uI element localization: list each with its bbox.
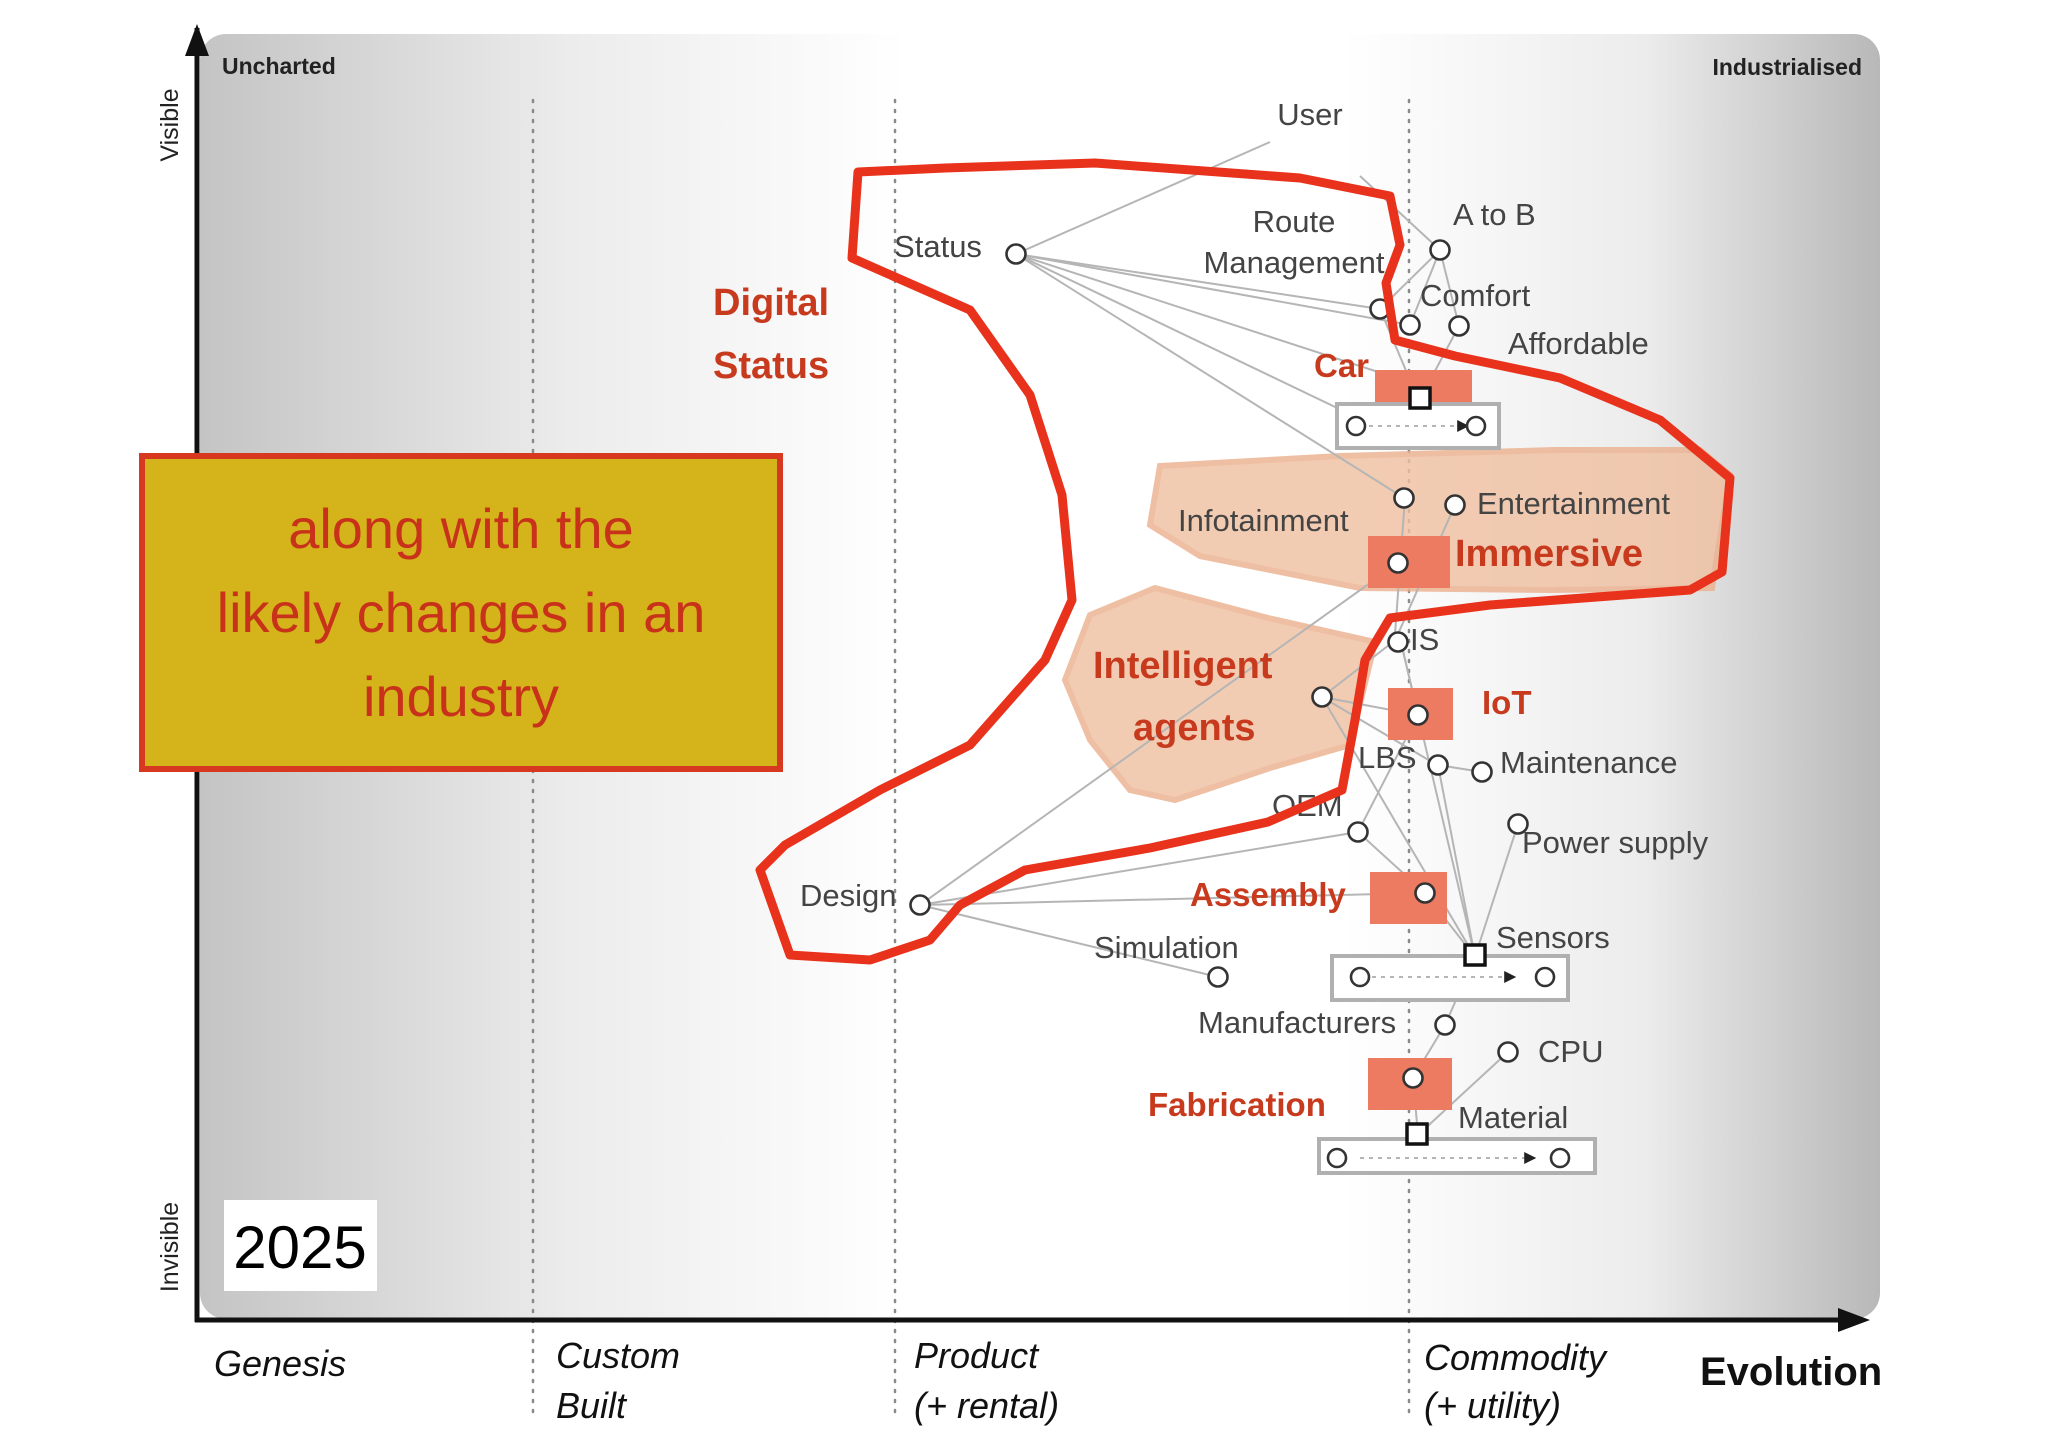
car-evolution-start xyxy=(1345,415,1367,437)
callout-line-1: along with the xyxy=(288,497,634,560)
year-badge xyxy=(224,1200,377,1291)
is-label: IS xyxy=(1410,622,1439,657)
status-label: Status xyxy=(894,229,982,264)
material-evolution-start xyxy=(1326,1147,1348,1169)
car-label: Car xyxy=(1314,347,1369,384)
iot-label: IoT xyxy=(1482,684,1531,721)
intelligent-agents-label-2: agents xyxy=(1133,707,1255,749)
stage-custom-line1: Custom xyxy=(556,1335,680,1376)
power-supply-label: Power supply xyxy=(1522,825,1709,860)
stage-product-line2: (+ rental) xyxy=(914,1385,1059,1426)
sensors-label: Sensors xyxy=(1496,920,1610,955)
material-evolution-box xyxy=(1317,1137,1597,1175)
design-node xyxy=(909,894,931,916)
material-label: Material xyxy=(1458,1100,1568,1135)
callout-box xyxy=(139,453,783,772)
car-node xyxy=(1408,386,1432,410)
status-node xyxy=(1005,243,1027,265)
user-label: User xyxy=(1277,97,1342,132)
simulation-label: Simulation xyxy=(1094,930,1239,965)
infotainment-label: Infotainment xyxy=(1178,503,1349,538)
fabrication-label: Fabrication xyxy=(1148,1086,1326,1123)
stage-commodity-line1: Commodity xyxy=(1424,1337,1608,1378)
stage-commodity-line2: (+ utility) xyxy=(1424,1385,1561,1426)
affordable-label: Affordable xyxy=(1508,326,1649,361)
sensors-evolution-box xyxy=(1330,954,1570,1002)
manufacturers-label: Manufacturers xyxy=(1198,1005,1396,1040)
stage-genesis: Genesis xyxy=(214,1343,346,1384)
y-axis-invisible-label: Invisible xyxy=(156,1202,184,1292)
simulation-node xyxy=(1207,966,1229,988)
immersive-node xyxy=(1387,552,1409,574)
sensors-evolution-start xyxy=(1349,966,1371,988)
maintenance-node xyxy=(1471,761,1493,783)
x-axis-arrowhead xyxy=(1838,1308,1870,1332)
cpu-label: CPU xyxy=(1538,1034,1603,1069)
callout-line-2: likely changes in an xyxy=(217,581,706,644)
entertainment-node xyxy=(1444,494,1466,516)
cpu-node xyxy=(1497,1041,1519,1063)
is-node xyxy=(1387,631,1409,653)
intelligent-agents-label-1: Intelligent xyxy=(1093,645,1273,687)
power-supply-node xyxy=(1507,813,1529,835)
material-node xyxy=(1405,1122,1429,1146)
corner-uncharted: Uncharted xyxy=(222,53,336,79)
digital-status-label-1: Digital xyxy=(713,282,829,324)
year-label: 2025 xyxy=(233,1214,366,1281)
route-label-1: Route xyxy=(1253,204,1336,239)
immersive-label: Immersive xyxy=(1455,533,1643,575)
comfort-label: Comfort xyxy=(1420,278,1531,313)
immersive-square xyxy=(1368,536,1450,588)
material-evolution-end xyxy=(1549,1147,1571,1169)
digital-status-outline xyxy=(755,158,1735,965)
sensors-node xyxy=(1463,943,1487,967)
assembly-label: Assembly xyxy=(1190,876,1347,913)
digital-status-label-2: Status xyxy=(713,345,829,387)
maintenance-label: Maintenance xyxy=(1500,745,1678,780)
immersive-region xyxy=(1146,447,1734,594)
corner-industrialised: Industrialised xyxy=(1712,54,1862,80)
route-label-2: Management xyxy=(1204,245,1385,280)
y-axis-visible-label: Visible xyxy=(156,88,184,161)
affordable-node xyxy=(1448,315,1470,337)
stage-product-line1: Product xyxy=(914,1335,1040,1376)
comfort-node xyxy=(1399,314,1421,336)
y-axis-arrowhead xyxy=(185,24,209,56)
evolution-axis-title: Evolution xyxy=(1700,1350,1882,1394)
assembly-node xyxy=(1414,882,1436,904)
oem-node xyxy=(1347,821,1369,843)
callout-line-3: industry xyxy=(363,665,559,728)
lbs-label: LBS xyxy=(1358,740,1417,775)
car-evolution-end xyxy=(1465,415,1487,437)
design-label: Design xyxy=(800,878,897,913)
infotainment-node xyxy=(1393,487,1415,509)
a-to-b-node xyxy=(1429,239,1451,261)
sensors-evolution-end xyxy=(1534,966,1556,988)
a-to-b-label: A to B xyxy=(1453,197,1536,232)
intelligent-agents-node xyxy=(1311,686,1333,708)
fabrication-node xyxy=(1402,1067,1424,1089)
iot-node xyxy=(1407,704,1429,726)
entertainment-label: Entertainment xyxy=(1477,486,1670,521)
manufacturers-node xyxy=(1434,1014,1456,1036)
assembly-square xyxy=(1370,872,1447,924)
stage-custom-line2: Built xyxy=(556,1385,628,1426)
lbs-node xyxy=(1427,754,1449,776)
